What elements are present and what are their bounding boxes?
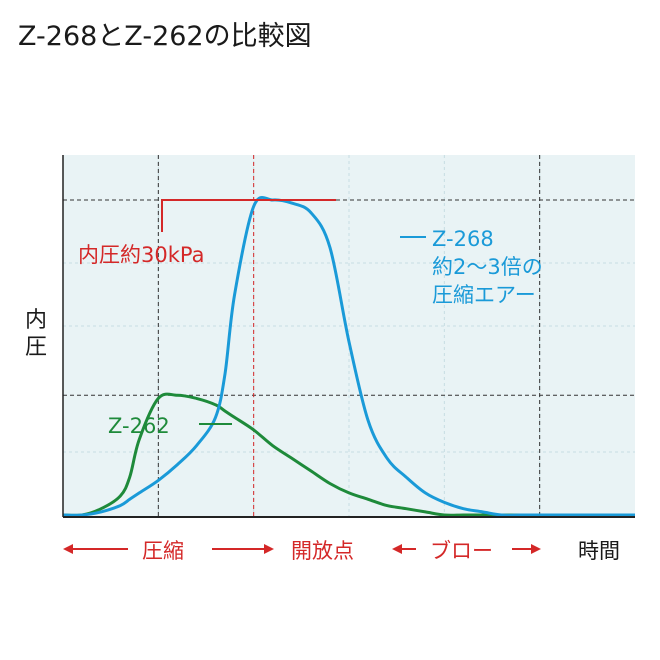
compress-arrowhead-left xyxy=(63,544,73,554)
y-axis-label-char: 圧 xyxy=(25,335,47,360)
phase-label-blow: ブロー xyxy=(430,539,493,563)
blow-arrowhead-right xyxy=(531,544,541,554)
z268-note-line-1: 約2〜3倍の xyxy=(432,255,543,279)
y-axis-label-char: 内 xyxy=(25,308,47,333)
y-axis-label: 内圧 xyxy=(25,308,47,360)
z262-label: Z-262 xyxy=(108,414,170,438)
z268-note-line-2: 圧縮エアー xyxy=(432,283,536,307)
pressure-label: 内圧約30kPa xyxy=(78,243,204,267)
phase-label-release: 開放点 xyxy=(291,539,354,563)
phase-label-compress: 圧縮 xyxy=(142,539,184,563)
compress-arrowhead-right xyxy=(264,544,274,554)
pressure-callout-line xyxy=(161,199,336,232)
series-line-z-268 xyxy=(62,195,635,517)
reference-lines xyxy=(63,155,635,517)
chart-title: Z-268とZ-262の比較図 xyxy=(18,21,312,52)
axes xyxy=(62,155,635,518)
z268-label: Z-268 xyxy=(432,227,494,251)
blow-arrowhead-left xyxy=(392,544,402,554)
phase-arrows: 圧縮 開放点 ブロー xyxy=(63,539,541,563)
x-axis-label: 時間 xyxy=(578,539,620,563)
series-lines xyxy=(62,195,635,517)
